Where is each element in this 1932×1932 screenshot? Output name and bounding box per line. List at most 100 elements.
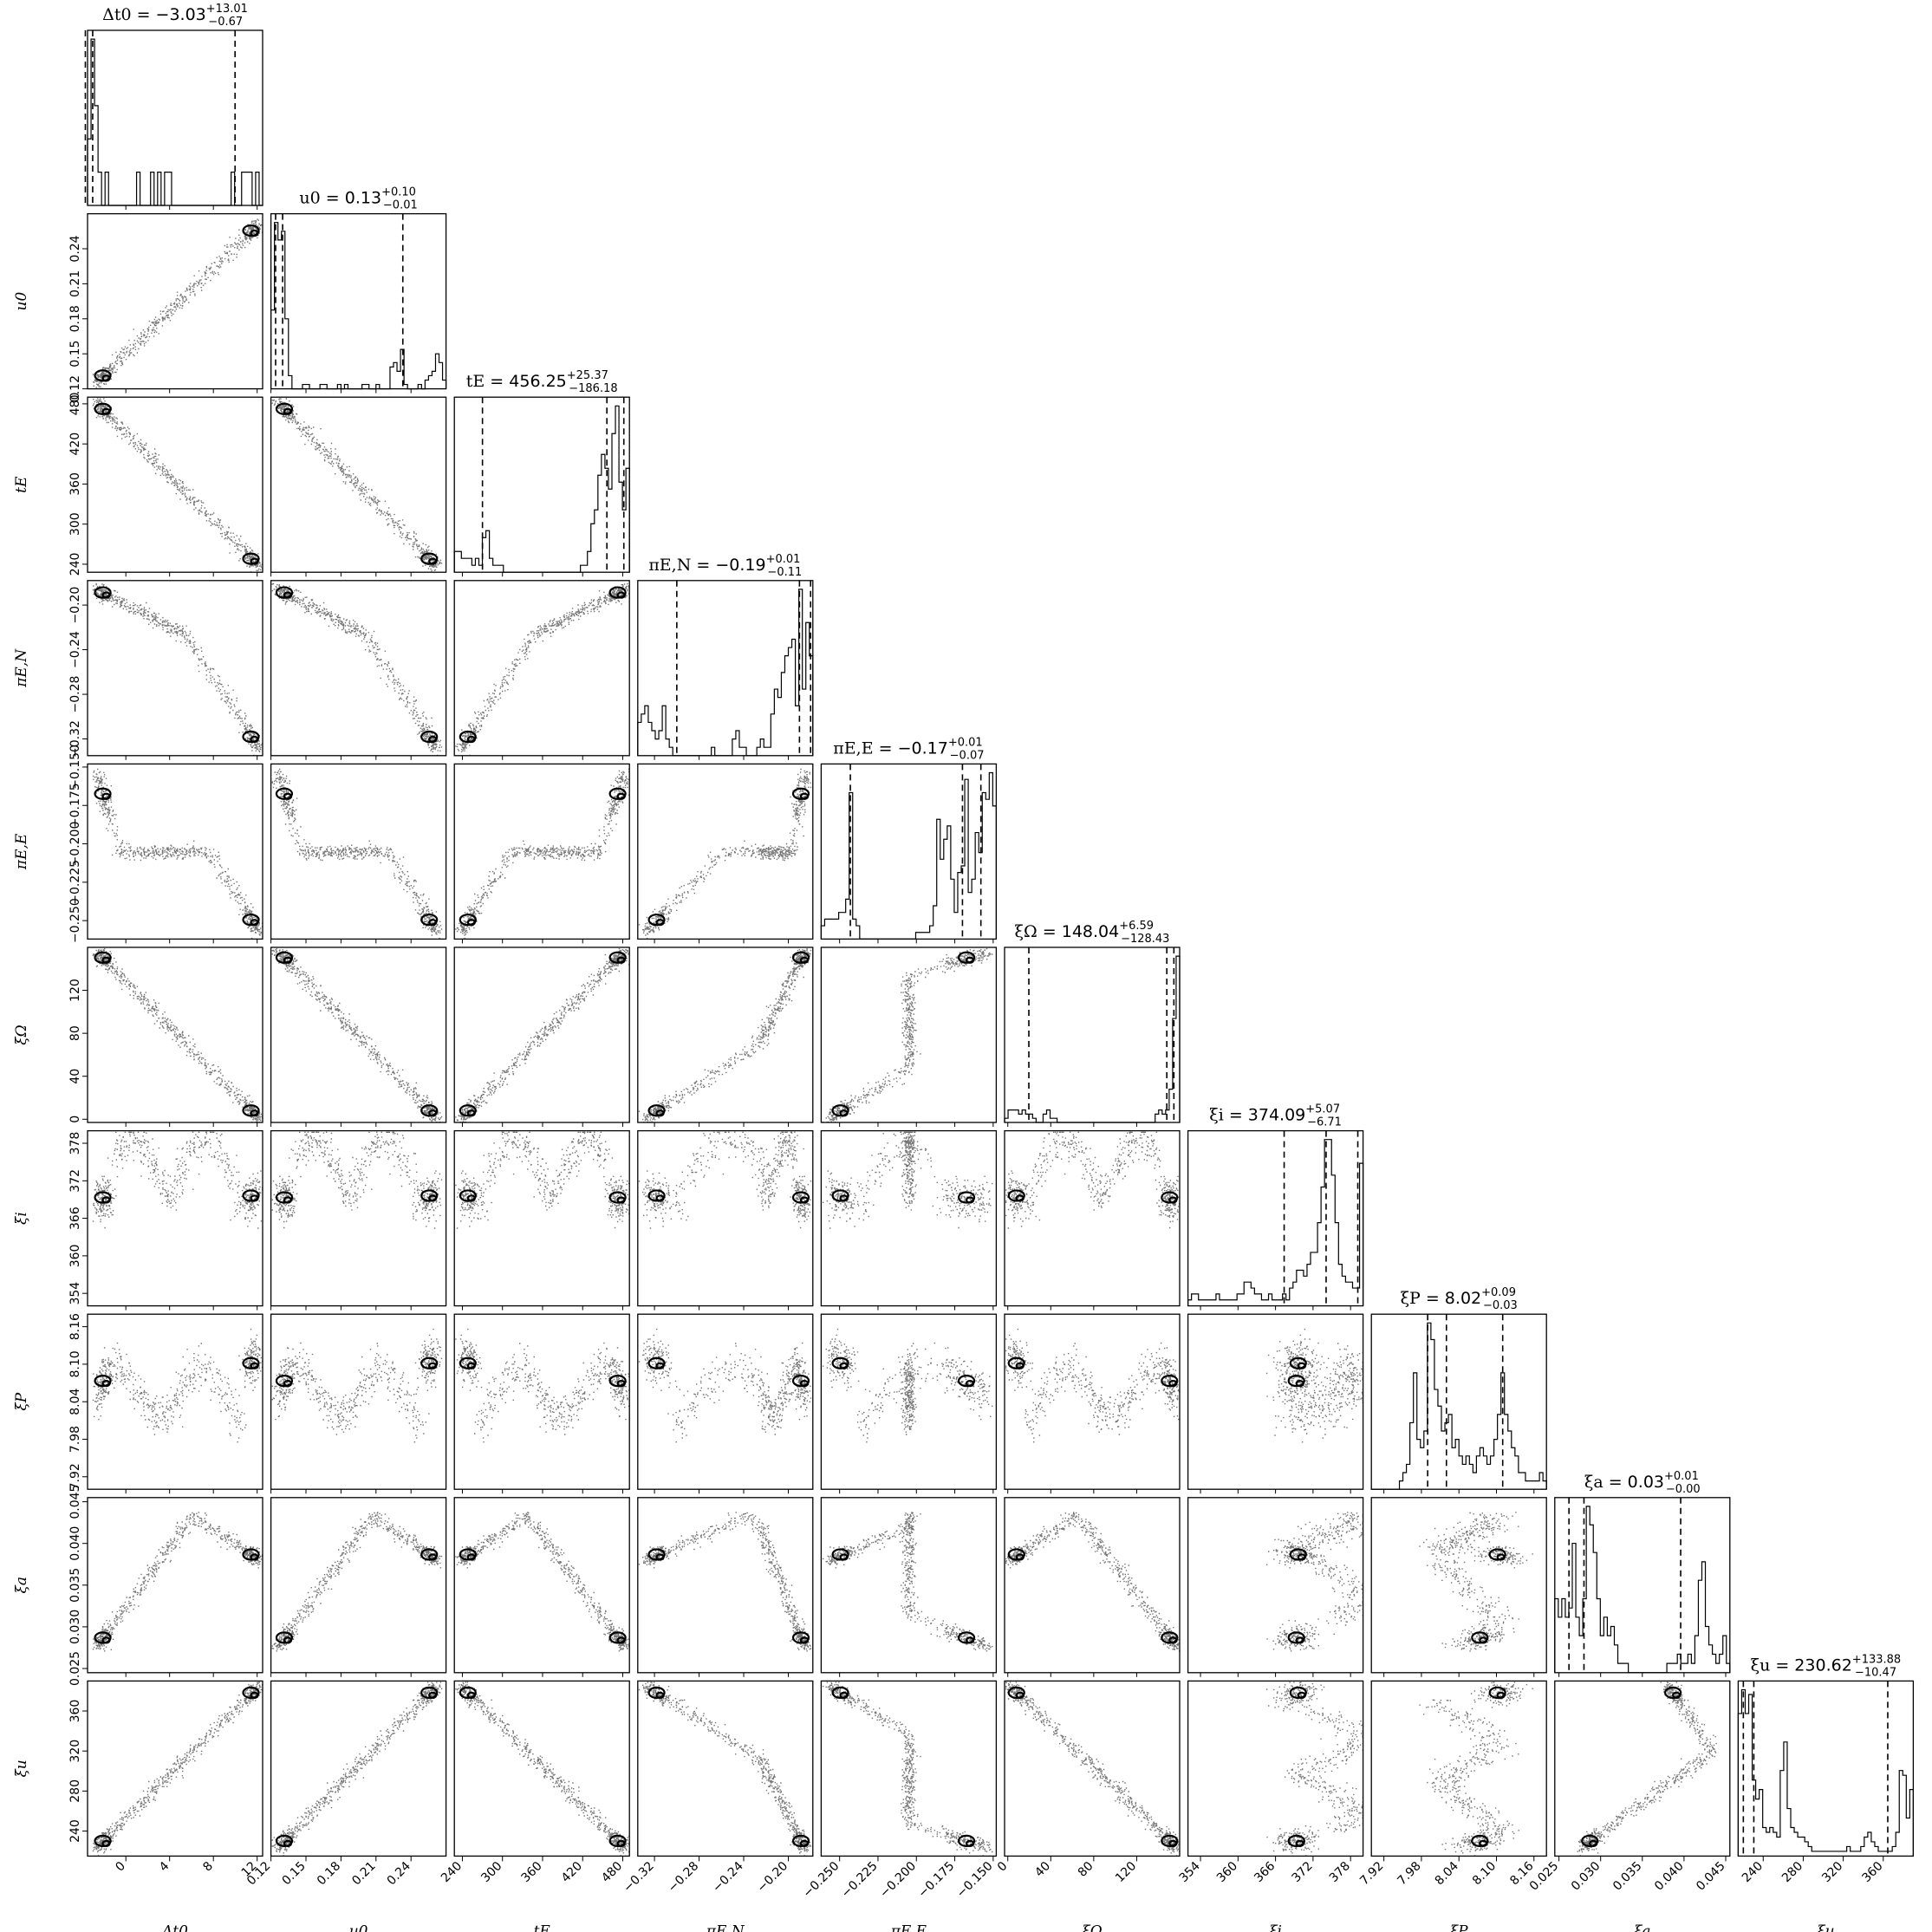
density-points [455, 1682, 629, 1856]
density-points [455, 1512, 629, 1651]
x-tick-label: 0 [995, 1859, 1011, 1875]
x-tick-label: 8.10 [1470, 1859, 1499, 1888]
scatter-panel-xii-xia [1188, 1498, 1363, 1677]
scatter-panel-xiO-xia [1005, 1498, 1180, 1677]
x-tick-label: 300 [478, 1859, 504, 1885]
y-tick-label: −0.150 [68, 745, 82, 790]
hist-panel-u0: u0 = 0.13+0.10 −0.01 [271, 186, 446, 394]
param-title-value: = −3.03 [132, 5, 206, 24]
scatter-panel-u0-xia [271, 1498, 446, 1677]
density-points [93, 1682, 263, 1856]
scatter-panel-dt0-piEE: −0.250−0.225−0.200−0.175−0.150πE,E [13, 745, 263, 943]
density-points [93, 1132, 263, 1229]
density-points [823, 948, 993, 1122]
y-tick-label: 240 [68, 1819, 82, 1843]
param-title-minus: −186.18 [569, 382, 617, 395]
scatter-panel-dt0-xiu: 240280320360ξu0 4 8 12Δt0 [13, 1681, 263, 1932]
density-points [1419, 1682, 1533, 1856]
density-points [1005, 1329, 1180, 1443]
scatter-panel-u0-tE [271, 397, 446, 576]
scatter-panel-dt0-u0: 0.12 0.15 0.18 0.21 0.24 u0 [13, 214, 263, 403]
panel-frame [271, 1681, 446, 1856]
y-tick-label: 378 [68, 1132, 82, 1155]
panel-frame [1188, 1314, 1363, 1489]
x-axis-label: ξu [1817, 1922, 1834, 1932]
param-title-label: πE,N [648, 556, 691, 575]
param-title-label: u0 [299, 189, 320, 208]
y-tick-label: 0.21 [68, 270, 82, 297]
x-tick-label: 0.21 [349, 1859, 378, 1888]
x-axis-label: πE,N [706, 1922, 745, 1932]
x-tick-label: 7.92 [1357, 1859, 1386, 1888]
density-points [272, 769, 443, 940]
param-title: ξi = 374.09+5.07 −6.71 [1209, 1103, 1342, 1129]
y-tick-label: 0.035 [68, 1568, 82, 1603]
panel-frame [271, 1498, 446, 1673]
x-tick-label: 0.035 [1610, 1859, 1645, 1894]
scatter-panel-piEN-xiO [638, 947, 813, 1127]
hist-panel-piEN: πE,N = −0.19+0.01 −0.11 [638, 553, 813, 760]
param-title-plus: +0.01 [766, 553, 801, 566]
scatter-panel-xiP-xiu: 7.92 7.98 8.04 8.10 8.16ξP [1357, 1681, 1546, 1932]
panel-frame [271, 1314, 446, 1489]
scatter-panel-dt0-xiP: 7.927.988.048.108.16ξP [13, 1313, 263, 1493]
scatter-panel-tE-xiO [454, 947, 629, 1127]
x-tick-label: 120 [1113, 1859, 1139, 1885]
param-title: tE = 456.25+25.37 −186.18 [466, 369, 618, 395]
scatter-panel-piEE-xiP [821, 1314, 996, 1493]
y-axis-label: tE [13, 476, 30, 493]
x-tick-label: 360 [519, 1859, 545, 1885]
density-points [455, 1329, 629, 1443]
param-title-value: = −0.17 [874, 738, 948, 758]
scatter-panel-dt0-xiO: 04080120ξΩ [13, 947, 263, 1127]
histogram-step [1371, 1323, 1546, 1489]
density-points [455, 769, 629, 940]
hist-panel-tE: tE = 456.25+25.37 −186.18 [454, 369, 629, 576]
param-title-plus: +5.07 [1305, 1103, 1340, 1116]
panel-frame [1555, 1681, 1730, 1856]
x-tick-label: 320 [1819, 1859, 1845, 1885]
density-points [639, 1329, 811, 1443]
scatter-panel-piEN-xii [638, 1131, 813, 1311]
panel-frame [821, 764, 996, 939]
y-tick-label: 0.15 [68, 341, 82, 368]
scatter-panel-xiP-xia [1371, 1498, 1546, 1677]
y-tick-label: 280 [68, 1779, 82, 1803]
panel-frame [638, 947, 813, 1122]
density-points [1266, 1512, 1363, 1651]
scatter-panel-dt0-tE: 240300360420480tE [13, 393, 263, 577]
x-tick-label: 7.98 [1395, 1859, 1423, 1888]
density-points [93, 583, 263, 756]
y-axis-label: u0 [13, 292, 30, 311]
density-points [823, 1682, 993, 1856]
x-tick-label: −0.175 [915, 1859, 957, 1901]
scatter-panel-piEE-xiu: −0.250−0.225−0.200−0.175−0.150πE,E [801, 1681, 997, 1932]
param-title: ξu = 230.62+133.88 −10.47 [1751, 1653, 1902, 1679]
x-tick-label: 0.025 [1527, 1859, 1562, 1894]
param-title-plus: +0.01 [1664, 1470, 1699, 1483]
y-tick-label: 360 [68, 1700, 82, 1723]
histogram-step [454, 406, 629, 572]
density-points [272, 1329, 443, 1443]
histogram-step [638, 589, 813, 756]
density-points [639, 948, 811, 1122]
y-axis-label: ξΩ [13, 1025, 30, 1044]
param-title-minus: −0.11 [767, 566, 802, 579]
scatter-panel-u0-piEE [271, 764, 446, 943]
x-tick-label: 378 [1327, 1859, 1353, 1885]
density-points [272, 1512, 443, 1651]
y-tick-label: −0.20 [68, 587, 82, 624]
scatter-panel-tE-xii [454, 1131, 629, 1311]
density-points [272, 948, 443, 1122]
density-points [823, 1512, 993, 1651]
y-tick-label: 480 [68, 393, 82, 416]
param-title-value: = 8.02 [1421, 1289, 1481, 1308]
param-title-plus: +6.59 [1119, 920, 1154, 933]
y-axis-label: πE,E [13, 833, 30, 870]
param-title-minus: −0.00 [1666, 1483, 1701, 1496]
panel-frame [1371, 1498, 1546, 1673]
y-tick-label: 360 [68, 1245, 82, 1268]
x-tick-label: 0.24 [385, 1859, 413, 1888]
param-title-plus: +0.10 [381, 186, 416, 199]
